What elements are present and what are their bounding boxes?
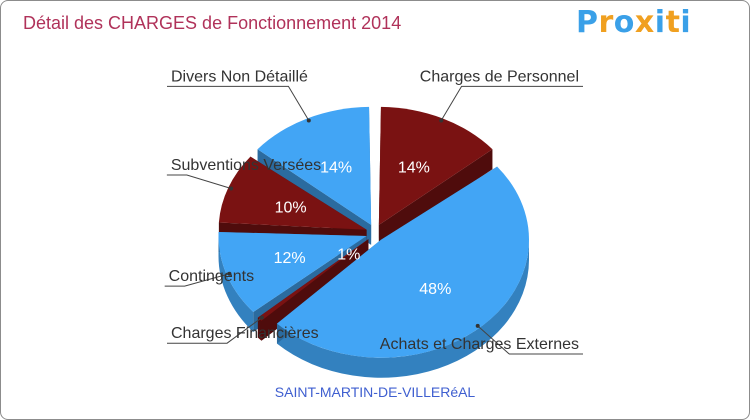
leader-line — [166, 174, 232, 189]
proxiti-logo: Proxiti — [576, 5, 691, 40]
slice-value-label: 12% — [274, 250, 306, 267]
chart-title: Détail des CHARGES de Fonctionnement 201… — [23, 13, 402, 33]
slice-category-label: Achats et Charges Externes — [380, 336, 579, 353]
leader-line — [164, 273, 230, 287]
logo-letter: i — [654, 5, 666, 40]
slice-category-label: Divers Non Détaillé — [171, 68, 308, 85]
slice-side — [276, 239, 530, 378]
location-label: SAINT-MARTIN-DE-VILLERéAL — [274, 384, 476, 400]
slice-side — [218, 235, 254, 332]
logo-letter: i — [680, 5, 692, 40]
leader-line — [477, 325, 583, 355]
slice-value-label: 48% — [419, 281, 451, 298]
pie-slice — [218, 156, 367, 230]
slice-category-label: Contingents — [169, 268, 254, 285]
leader-line — [167, 317, 263, 344]
slice-category-label: Subventions Versées — [171, 157, 321, 174]
pie-slice — [218, 231, 367, 312]
slice-value-label: 14% — [398, 159, 430, 176]
leader-line — [167, 85, 310, 121]
slice-wall — [257, 239, 369, 338]
logo-letter: P — [576, 5, 599, 40]
leader-dot — [229, 186, 234, 191]
logo-letter: r — [598, 5, 614, 40]
slice-value-label: 14% — [320, 159, 352, 176]
slice-category-label: Charges de Personnel — [420, 68, 579, 85]
logo-letter: x — [634, 5, 655, 40]
pie-tops — [218, 106, 530, 358]
pie-slice — [276, 166, 530, 358]
leader-dot — [259, 315, 264, 320]
leader-dot — [306, 118, 311, 123]
pie-slice — [378, 106, 493, 225]
pie-slice — [257, 239, 369, 321]
pie-labels: 14% Charges de Personnel 48% Achats et Char… — [164, 68, 583, 355]
slice-wall — [378, 149, 493, 245]
leader-dot — [227, 271, 232, 276]
leader-dot — [439, 118, 444, 123]
slice-category-label: Charges Financières — [171, 325, 319, 342]
logo-letter: o — [613, 5, 635, 40]
leader-line — [440, 85, 583, 121]
slice-value-label: 10% — [275, 200, 307, 217]
slice-value-label: 1% — [337, 247, 360, 264]
logo-letter: t — [665, 5, 681, 40]
leader-dot — [475, 323, 480, 328]
pie-slice — [257, 106, 372, 225]
